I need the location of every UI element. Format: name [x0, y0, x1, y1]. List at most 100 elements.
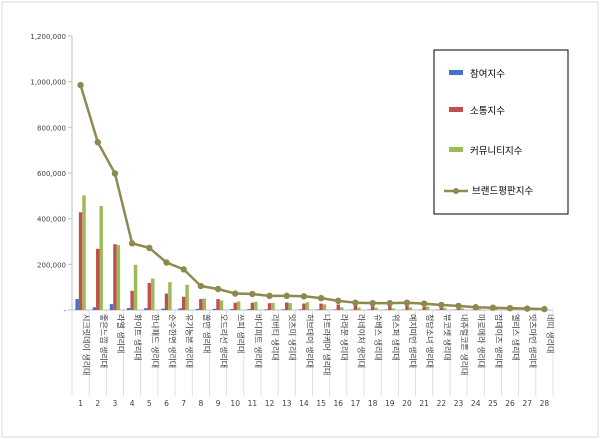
- brand-reputation-line: [79, 84, 545, 311]
- x-category-number: 4: [130, 399, 135, 408]
- bar-3-2: [99, 206, 103, 310]
- legend-swatch-participation: [449, 70, 463, 75]
- bar-3-9: [219, 300, 224, 310]
- bar-1-5: [144, 308, 148, 310]
- legend-label-community: 커뮤니티지수: [470, 146, 523, 157]
- x-category-label: 잇츠마인 생리대: [528, 314, 538, 368]
- bar-2-8: [199, 299, 203, 310]
- x-category-label: 좋은느낌 생리대: [99, 314, 109, 368]
- bar-2-14: [302, 303, 306, 310]
- brand-reputation-point-20: [403, 299, 411, 306]
- bar-1-14: [298, 309, 303, 310]
- brand-reputation-point-7: [180, 266, 187, 273]
- bar-2-3: [113, 244, 117, 310]
- x-category-number: 25: [488, 399, 498, 408]
- bar-3-13: [288, 303, 292, 310]
- legend-label-brand-reputation: 브랜드평판지수: [472, 186, 533, 197]
- x-category-number: 11: [248, 399, 258, 408]
- x-category-number: 26: [505, 399, 515, 408]
- x-category-number: 10: [230, 399, 240, 408]
- bar-3-3: [116, 244, 121, 310]
- brand-reputation-point-17: [352, 299, 359, 306]
- bar-2-16: [336, 304, 340, 310]
- x-axis-labels: 시크릿데이 생리대 1 좋은느낌 생리대 2 라엘 생리대 3 화이트 생리대 4 한나패드 생…: [78, 314, 555, 408]
- bar-2-2: [96, 248, 100, 310]
- bar-2-4: [130, 290, 134, 310]
- bar-3-5: [151, 278, 155, 310]
- y-tick-label: 1,200,000: [30, 33, 66, 41]
- brand-reputation-point-19: [386, 299, 394, 307]
- x-category-number: 12: [265, 399, 275, 408]
- bar-1-15: [315, 309, 320, 310]
- brand-reputation-point-16: [335, 297, 342, 305]
- legend-item-community: 커뮤니티지수: [449, 146, 523, 157]
- x-category-number: 24: [471, 399, 481, 408]
- x-category-label: 엘리스 생리대: [511, 314, 521, 361]
- legend-item-participation: 참여지수: [449, 68, 505, 80]
- brand-reputation-point-22: [438, 301, 445, 309]
- bar-2-13: [285, 302, 289, 310]
- brand-reputation-point-24: [472, 304, 479, 311]
- bars-layer: [75, 195, 550, 310]
- bar-3-23: [460, 308, 464, 310]
- x-category-label: 청담소녀 생리대: [425, 314, 435, 368]
- x-category-label: 쏠만 생리대: [202, 314, 212, 353]
- bar-1-8: [195, 308, 200, 310]
- x-category-number: 28: [540, 399, 550, 408]
- bar-3-19: [391, 308, 395, 310]
- bar-1-13: [281, 309, 286, 310]
- x-category-number: 16: [333, 399, 343, 408]
- x-category-label: 위스퍼 생리대: [391, 314, 401, 361]
- brand-reputation-point-28: [541, 305, 548, 313]
- bar-1-7: [178, 308, 182, 310]
- bar-2-11: [250, 302, 255, 310]
- brand-reputation-point-26: [506, 304, 514, 312]
- brand-reputation-point-8: [197, 282, 205, 290]
- x-category-number: 1: [78, 399, 83, 408]
- bar-1-11: [247, 309, 251, 310]
- bar-3-14: [305, 302, 310, 310]
- brand-reputation-point-23: [455, 302, 462, 310]
- bar-3-16: [339, 307, 344, 310]
- bar-3-26: [511, 309, 516, 310]
- brand-reputation-point-6: [163, 259, 170, 266]
- x-category-number: 14: [299, 399, 309, 408]
- bar-2-17: [353, 305, 358, 310]
- x-category-label: 나트라케어 생리대: [322, 314, 332, 375]
- line-layer: [77, 81, 548, 313]
- brand-reputation-point-12: [266, 292, 273, 300]
- y-tick-label: -: [63, 307, 66, 315]
- x-category-number: 13: [282, 399, 292, 408]
- x-category-label: 라엘 생리대: [116, 314, 126, 353]
- x-category-label: 오드리선 생리대: [219, 314, 229, 368]
- bar-2-21: [422, 306, 426, 310]
- x-category-number: 5: [147, 399, 152, 408]
- legend-swatch-community: [449, 147, 463, 152]
- bar-1-10: [230, 309, 234, 310]
- x-category-label: 마로메라 생리대: [477, 314, 487, 368]
- brand-reputation-point-21: [420, 300, 428, 307]
- x-category-label: 리버티 생리대: [271, 314, 281, 361]
- legend-box: [433, 49, 569, 215]
- brand-reputation-point-18: [369, 299, 376, 307]
- bar-3-1: [82, 195, 86, 310]
- bar-2-9: [216, 299, 220, 310]
- y-tick-label: 200,000: [37, 261, 66, 269]
- bar-2-12: [267, 303, 272, 310]
- x-category-label: 유기농본 생리대: [185, 314, 195, 368]
- x-category-label: 한나패드 생리대: [150, 314, 160, 368]
- brand-reputation-point-1: [77, 81, 84, 89]
- bar-2-22: [439, 307, 444, 310]
- legend-marker-brand-reputation: [453, 188, 459, 194]
- bar-2-10: [233, 302, 237, 310]
- x-category-number: 3: [113, 399, 118, 408]
- y-tick-label: 400,000: [37, 216, 66, 224]
- x-category-number: 19: [385, 399, 395, 408]
- brand-reputation-point-13: [283, 292, 290, 300]
- x-category-label: 슈베스 생리대: [374, 314, 384, 361]
- x-category-label: 바디피트 생리대: [253, 314, 263, 368]
- brand-reputation-point-15: [317, 294, 325, 302]
- brand-reputation-point-4: [128, 240, 136, 247]
- bar-2-15: [319, 303, 323, 310]
